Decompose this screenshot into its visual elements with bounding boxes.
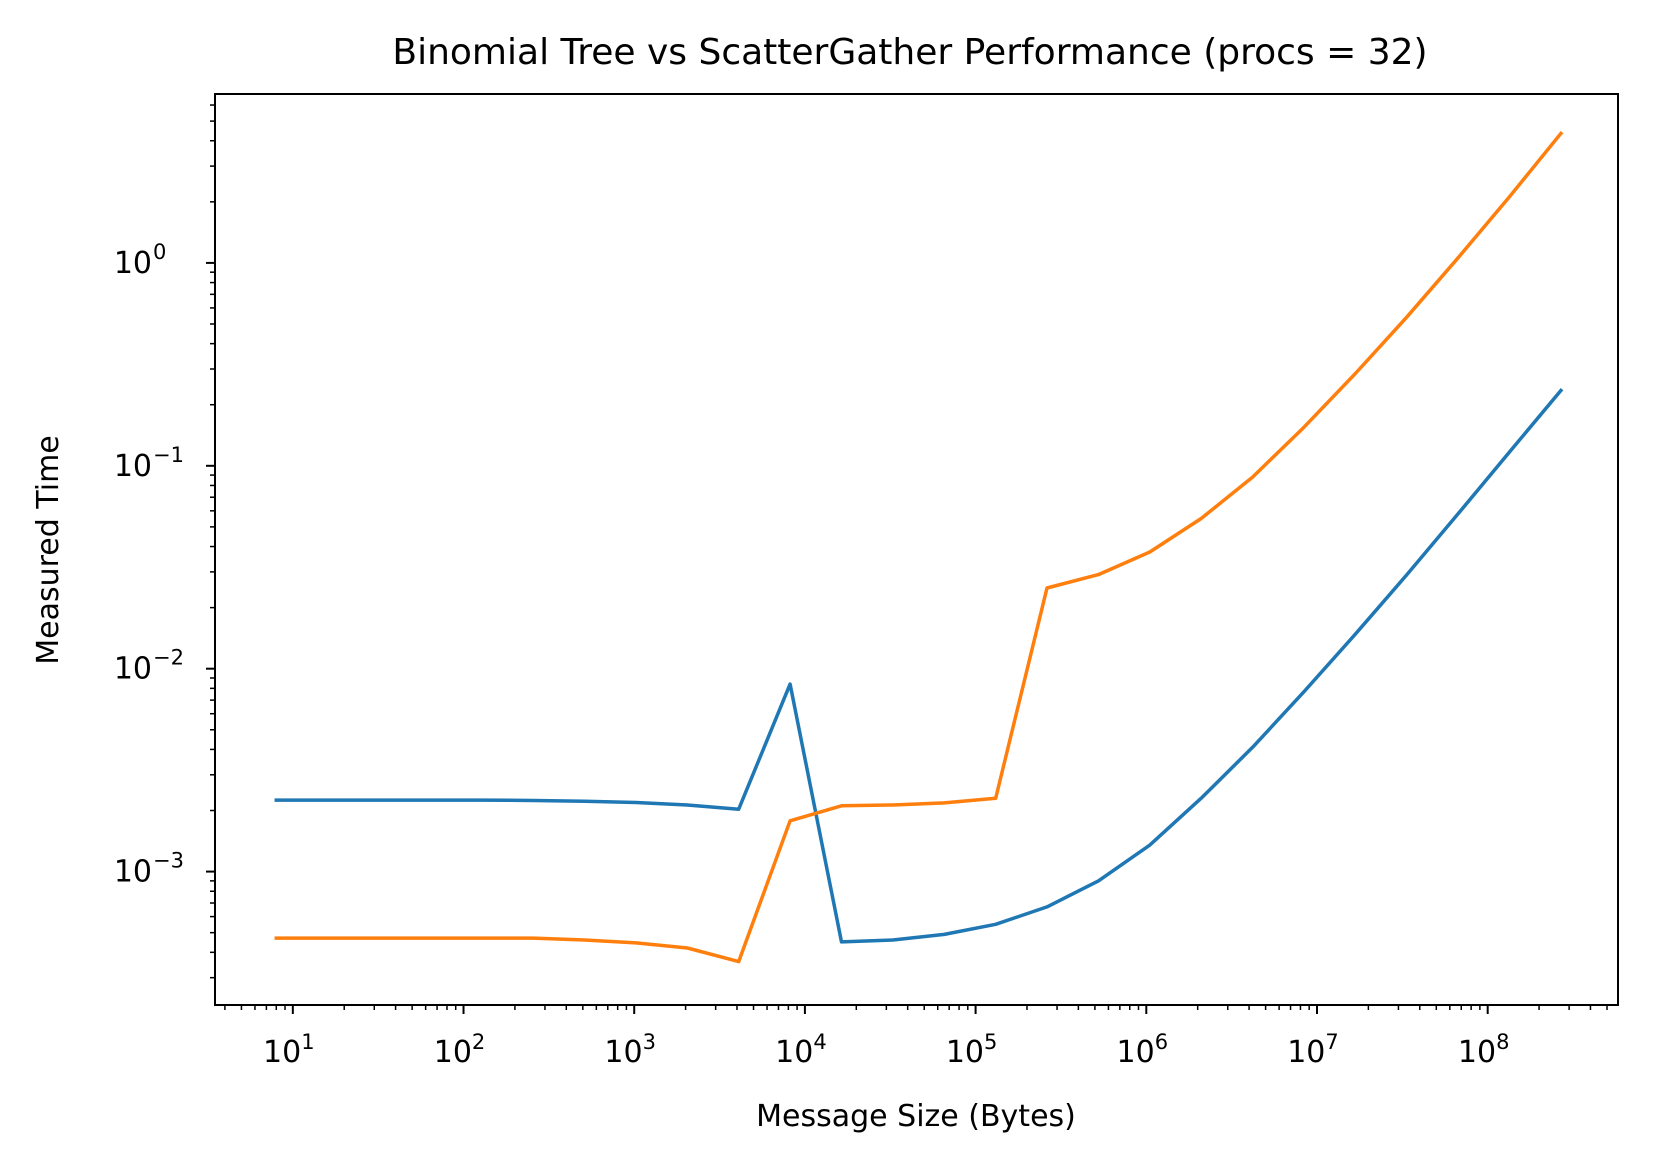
- y-tick-exponent: −1: [153, 443, 184, 467]
- x-tick-label: 104: [775, 1030, 827, 1070]
- plot-frame: [214, 93, 1619, 1006]
- chart-title: Binomial Tree vs ScatterGather Performan…: [392, 32, 1427, 73]
- y-tick-label: 10: [114, 652, 152, 687]
- x-tick-label: 107: [1287, 1030, 1339, 1070]
- y-tick-label: 10: [114, 449, 152, 484]
- y-tick-label: 10: [114, 855, 152, 890]
- x-tick-label: 102: [434, 1030, 486, 1070]
- x-tick-label: 105: [946, 1030, 998, 1070]
- x-tick-label: 108: [1458, 1030, 1510, 1070]
- x-tick-label: 101: [263, 1030, 315, 1070]
- y-tick-exponent: 0: [153, 240, 166, 264]
- series-line-1: [274, 388, 1564, 944]
- x-tick-label: 103: [604, 1030, 656, 1070]
- x-tick-label: 106: [1117, 1030, 1169, 1070]
- x-axis-label: Message Size (Bytes): [756, 1099, 1076, 1134]
- y-tick-exponent: −3: [153, 849, 184, 873]
- y-tick-label: 10: [114, 246, 152, 281]
- y-tick-exponent: −2: [153, 646, 184, 670]
- y-axis-label: Measured Time: [31, 435, 66, 665]
- series-line-2: [274, 130, 1564, 964]
